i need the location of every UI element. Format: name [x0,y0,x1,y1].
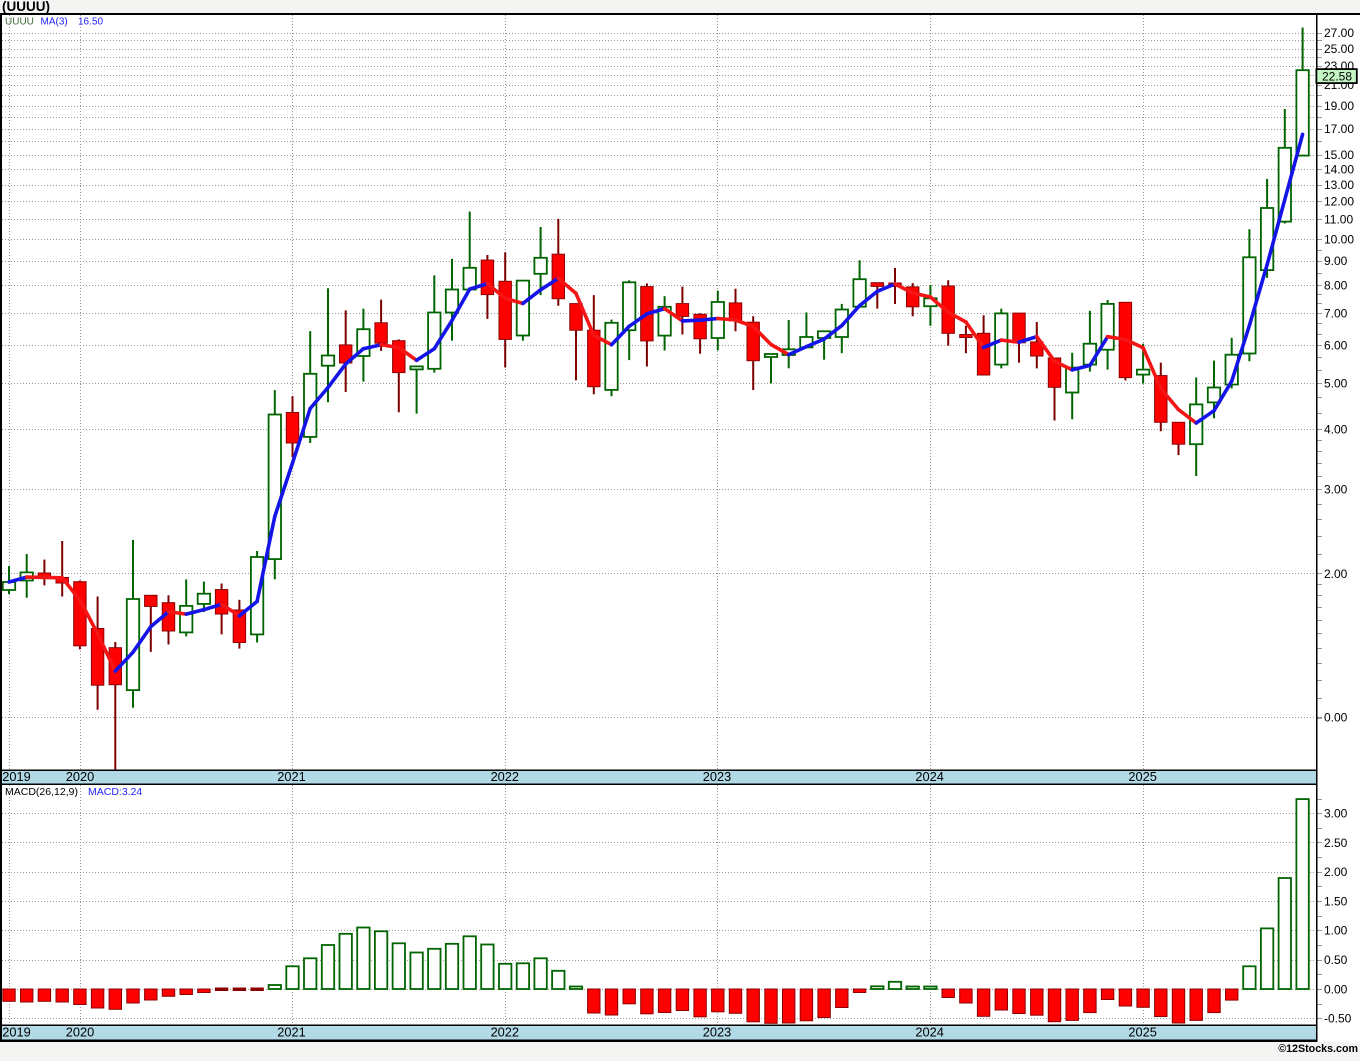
svg-text:(UUUU): (UUUU) [2,0,50,14]
svg-text:2020: 2020 [66,1024,94,1039]
svg-text:19.00: 19.00 [1324,99,1354,113]
svg-text:2024: 2024 [915,1024,943,1039]
svg-text:2022: 2022 [491,769,519,784]
svg-text:2.50: 2.50 [1324,836,1348,850]
svg-text:5.00: 5.00 [1324,376,1348,390]
svg-text:4.00: 4.00 [1324,423,1348,437]
svg-text:9.00: 9.00 [1324,254,1348,268]
svg-text:2023: 2023 [703,769,731,784]
svg-text:12.00: 12.00 [1324,194,1354,208]
svg-text:2025: 2025 [1128,769,1156,784]
svg-text:MACD:3.24: MACD:3.24 [88,786,142,798]
svg-text:2024: 2024 [915,769,943,784]
svg-text:2.00: 2.00 [1324,567,1348,581]
svg-text:2020: 2020 [66,769,94,784]
svg-text:1.50: 1.50 [1324,894,1348,908]
svg-text:10.00: 10.00 [1324,232,1354,246]
svg-text:8.00: 8.00 [1324,279,1348,293]
svg-text:3.00: 3.00 [1324,483,1348,497]
svg-text:6.00: 6.00 [1324,339,1348,353]
svg-text:3.00: 3.00 [1324,807,1348,821]
svg-text:2022: 2022 [491,1024,519,1039]
svg-text:2023: 2023 [703,1024,731,1039]
svg-text:25.00: 25.00 [1324,42,1354,56]
svg-text:2019: 2019 [2,769,30,784]
svg-text:MACD(26,12,9): MACD(26,12,9) [5,786,78,798]
svg-text:0.00: 0.00 [1324,982,1348,996]
svg-text:2025: 2025 [1128,1024,1156,1039]
svg-text:©12Stocks.com: ©12Stocks.com [1278,1043,1358,1055]
svg-text:2019: 2019 [2,1024,30,1039]
svg-text:16.50: 16.50 [78,17,103,28]
svg-text:2021: 2021 [277,1024,305,1039]
svg-text:0.00: 0.00 [1324,710,1348,724]
svg-text:UUUU: UUUU [5,17,34,28]
svg-text:MA(3): MA(3) [41,17,68,28]
svg-text:13.00: 13.00 [1324,178,1354,192]
svg-text:11.00: 11.00 [1324,213,1353,227]
svg-text:1.00: 1.00 [1324,924,1348,938]
svg-text:15.00: 15.00 [1324,148,1354,162]
svg-text:22.58: 22.58 [1322,69,1352,83]
svg-text:27.00: 27.00 [1324,26,1354,40]
svg-text:14.00: 14.00 [1324,162,1354,176]
svg-text:7.00: 7.00 [1324,306,1348,320]
svg-text:2.00: 2.00 [1324,865,1348,879]
svg-text:17.00: 17.00 [1324,122,1354,136]
svg-text:0.50: 0.50 [1324,953,1348,967]
svg-text:-0.50: -0.50 [1324,1012,1352,1026]
svg-text:2021: 2021 [277,769,305,784]
